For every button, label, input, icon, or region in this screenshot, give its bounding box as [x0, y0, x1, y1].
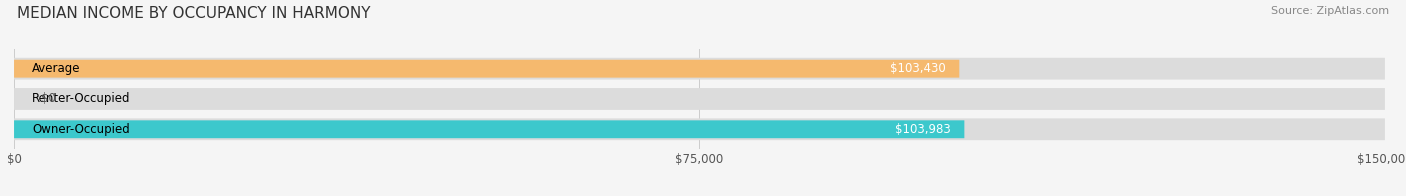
- FancyBboxPatch shape: [14, 120, 965, 138]
- FancyBboxPatch shape: [14, 58, 1385, 80]
- Text: MEDIAN INCOME BY OCCUPANCY IN HARMONY: MEDIAN INCOME BY OCCUPANCY IN HARMONY: [17, 6, 370, 21]
- Text: Owner-Occupied: Owner-Occupied: [32, 123, 131, 136]
- Text: Source: ZipAtlas.com: Source: ZipAtlas.com: [1271, 6, 1389, 16]
- Text: Renter-Occupied: Renter-Occupied: [32, 93, 131, 105]
- Text: $103,430: $103,430: [890, 62, 946, 75]
- Text: $103,983: $103,983: [894, 123, 950, 136]
- FancyBboxPatch shape: [14, 60, 959, 78]
- Text: Average: Average: [32, 62, 80, 75]
- Text: $0: $0: [42, 93, 56, 105]
- FancyBboxPatch shape: [14, 118, 1385, 140]
- FancyBboxPatch shape: [14, 88, 1385, 110]
